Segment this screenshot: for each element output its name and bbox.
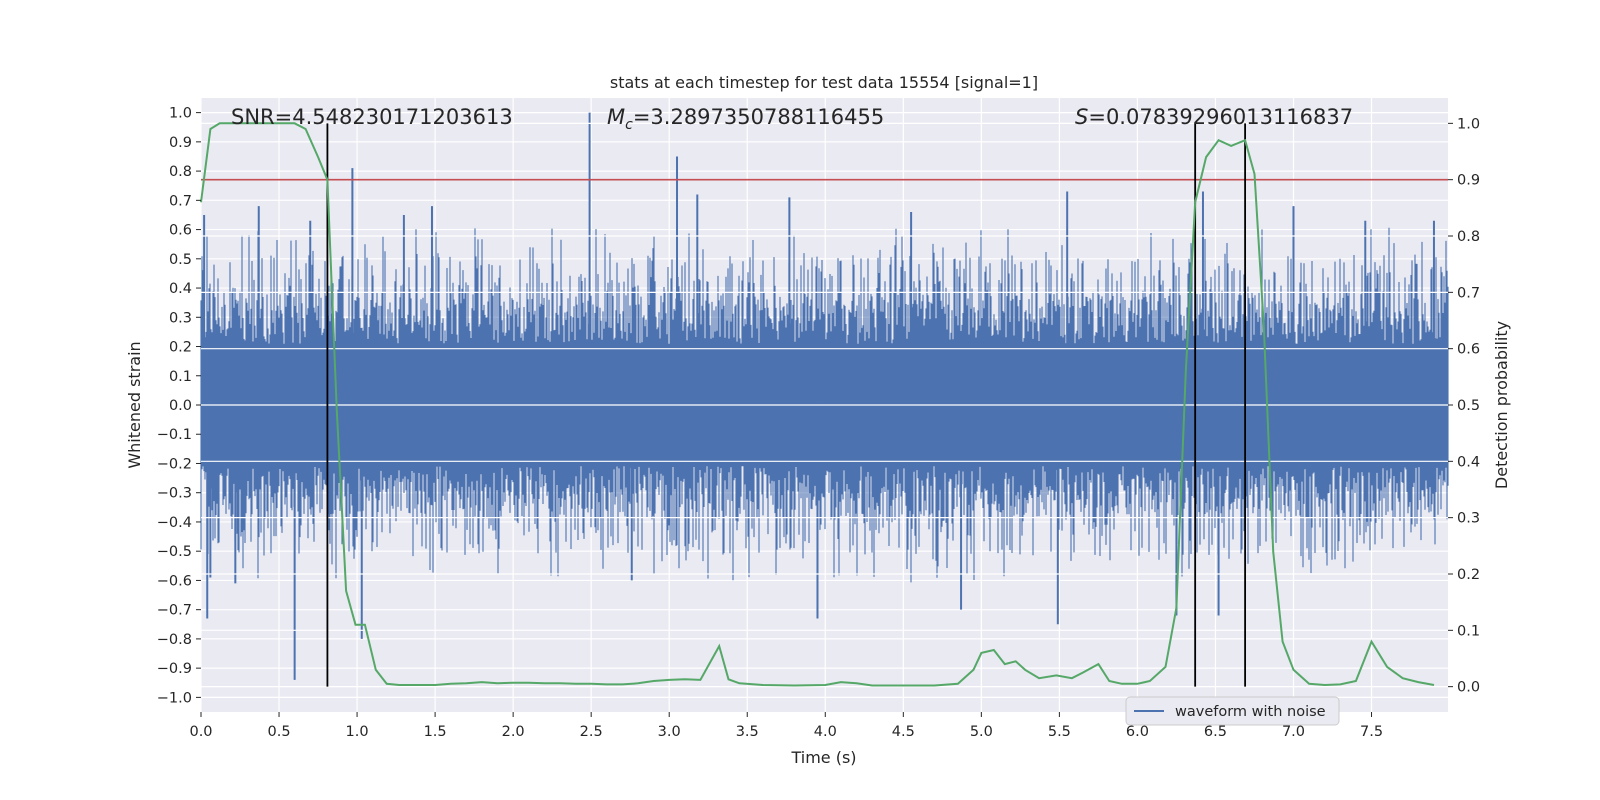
left-axis-label: Whitened strain	[125, 341, 144, 468]
x-axis-ticks: 0.0 0.5 1.0 1.5 2.0 2.5 3.0 3.5 4.0 4.5 5.0 5.5 6.0 6…	[189, 712, 1383, 740]
legend-box	[1125, 696, 1340, 726]
x-tick-label: 1.5	[424, 724, 447, 740]
right-tick-label: 0.3	[1457, 511, 1480, 527]
right-tick-label: 0.9	[1457, 173, 1480, 189]
chirp-mass-annotation: Mc=3.2897350788116455	[607, 105, 884, 133]
legend: waveform with noise	[1125, 696, 1340, 726]
left-tick-label: −0.9	[157, 661, 192, 677]
left-tick-label: −0.1	[157, 427, 192, 443]
left-tick-label: −0.5	[157, 544, 192, 560]
x-tick-label: 2.5	[580, 724, 603, 740]
x-tick-label: 5.5	[1048, 724, 1071, 740]
x-tick-label: 7.5	[1360, 724, 1383, 740]
left-tick-label: −0.3	[157, 486, 192, 502]
chirp-mass-value: =3.2897350788116455	[633, 105, 884, 129]
x-tick-label: 3.0	[658, 724, 681, 740]
left-tick-label: 0.9	[169, 135, 192, 151]
x-tick-label: 7.0	[1282, 724, 1305, 740]
x-tick-label: 1.0	[346, 724, 369, 740]
x-axis-label: Time (s)	[790, 748, 856, 767]
legend-label: waveform with noise	[1175, 704, 1326, 720]
s-annotation: S=0.07839296013116837	[1075, 105, 1353, 129]
x-tick-label: 4.0	[814, 724, 837, 740]
right-tick-label: 0.1	[1457, 623, 1480, 639]
x-tick-label: 3.5	[736, 724, 759, 740]
right-tick-label: 0.6	[1457, 342, 1480, 358]
left-tick-label: 0.7	[169, 193, 192, 209]
x-tick-label: 4.5	[892, 724, 915, 740]
left-tick-label: 0.1	[169, 369, 192, 385]
right-tick-label: 0.7	[1457, 285, 1480, 301]
left-tick-label: −1.0	[157, 690, 192, 706]
x-tick-label: 0.0	[189, 724, 212, 740]
left-axis-ticks: 1.0 0.9 0.8 0.7 0.6 0.5 0.4 0.3 0.2 0.1 0.0 −0.1 −0.…	[157, 106, 201, 706]
left-tick-label: 0.3	[169, 310, 192, 326]
right-tick-label: 0.2	[1457, 567, 1480, 583]
chart-title: stats at each timestep for test data 155…	[610, 73, 1038, 92]
right-tick-label: 0.0	[1457, 680, 1480, 696]
right-tick-label: 0.4	[1457, 454, 1480, 470]
right-axis-label: Detection probability	[1492, 321, 1511, 489]
left-tick-label: 0.0	[169, 398, 192, 414]
left-tick-label: −0.8	[157, 632, 192, 648]
snr-annotation: SNR=4.548230171203613	[231, 105, 513, 129]
right-axis-ticks: 1.0 0.9 0.8 0.7 0.6 0.5 0.4 0.3 0.2 0.1 0.0	[1448, 116, 1480, 696]
s-value: =0.07839296013116837	[1088, 105, 1353, 129]
left-tick-label: 1.0	[169, 106, 192, 122]
right-tick-label: 0.8	[1457, 229, 1480, 245]
right-tick-label: 1.0	[1457, 116, 1480, 132]
x-tick-label: 6.0	[1126, 724, 1149, 740]
x-tick-label: 0.5	[268, 724, 291, 740]
left-tick-label: −0.6	[157, 573, 192, 589]
s-symbol: S	[1075, 105, 1088, 129]
left-tick-label: −0.7	[157, 603, 192, 619]
x-tick-label: 2.0	[502, 724, 525, 740]
left-tick-label: 0.4	[169, 281, 192, 297]
left-tick-label: 0.2	[169, 340, 192, 356]
left-tick-label: −0.4	[157, 515, 192, 531]
left-tick-label: 0.5	[169, 252, 192, 268]
left-tick-label: 0.8	[169, 164, 192, 180]
left-tick-label: 0.6	[169, 223, 192, 239]
right-tick-label: 0.5	[1457, 398, 1480, 414]
x-tick-label: 6.5	[1204, 724, 1227, 740]
chirp-mass-symbol: M	[607, 105, 625, 129]
chirp-mass-subscript: c	[625, 117, 633, 133]
left-tick-label: −0.2	[157, 456, 192, 472]
x-tick-label: 5.0	[970, 724, 993, 740]
detection-probability-line	[200, 122, 1435, 687]
